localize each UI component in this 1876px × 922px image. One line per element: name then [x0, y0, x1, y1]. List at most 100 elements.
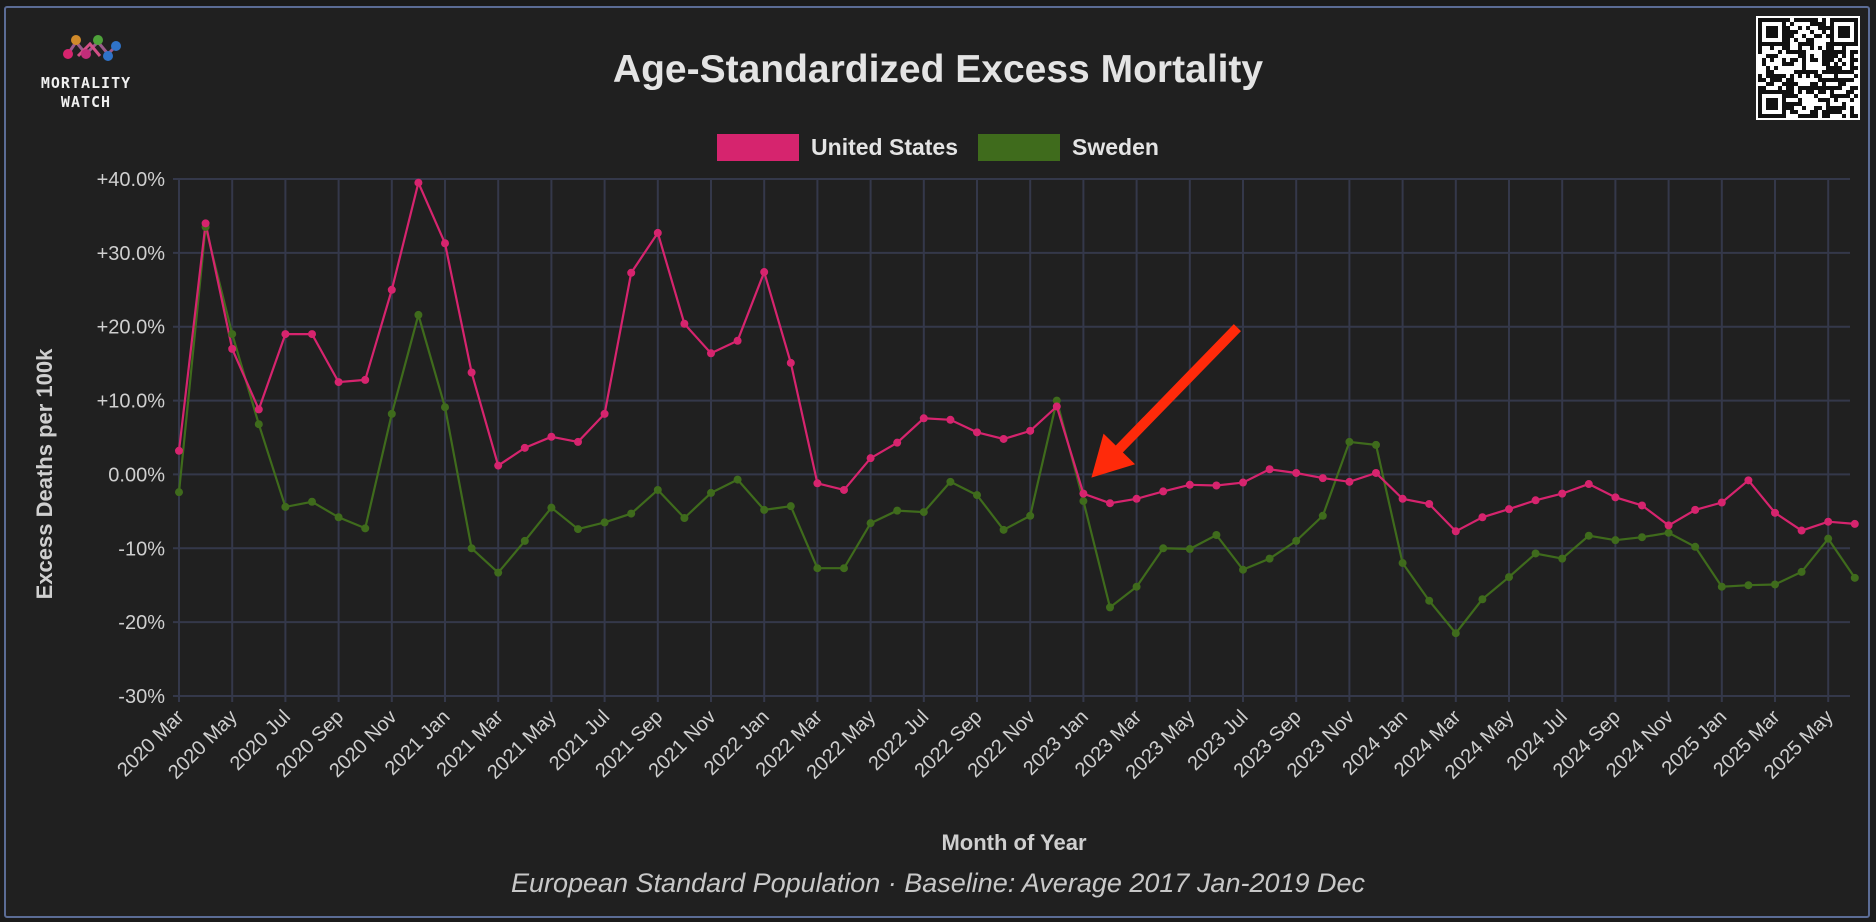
data-point-sweden[interactable]: [733, 475, 742, 484]
data-point-sweden[interactable]: [1797, 567, 1806, 576]
data-point-sweden[interactable]: [1771, 580, 1779, 589]
data-point-sweden[interactable]: [1318, 511, 1327, 520]
data-point-sweden[interactable]: [520, 536, 529, 545]
data-point-united-states[interactable]: [228, 344, 237, 353]
data-point-sweden[interactable]: [999, 525, 1008, 534]
data-point-united-states[interactable]: [999, 434, 1008, 443]
data-point-sweden[interactable]: [494, 568, 503, 577]
data-point-united-states[interactable]: [1638, 501, 1646, 510]
data-point-sweden[interactable]: [1239, 565, 1247, 574]
data-point-united-states[interactable]: [1771, 508, 1779, 517]
data-point-sweden[interactable]: [361, 524, 370, 533]
data-point-united-states[interactable]: [254, 405, 263, 414]
data-point-united-states[interactable]: [600, 409, 609, 418]
data-point-sweden[interactable]: [547, 503, 556, 512]
data-point-sweden[interactable]: [946, 477, 955, 486]
data-point-sweden[interactable]: [627, 509, 636, 518]
data-point-united-states[interactable]: [281, 330, 290, 339]
data-point-united-states[interactable]: [893, 438, 902, 447]
data-point-united-states[interactable]: [494, 461, 503, 470]
data-point-united-states[interactable]: [1318, 474, 1327, 483]
data-point-sweden[interactable]: [840, 564, 848, 573]
data-point-sweden[interactable]: [600, 518, 609, 527]
data-point-united-states[interactable]: [1505, 505, 1513, 514]
data-point-sweden[interactable]: [1691, 542, 1700, 551]
data-point-united-states[interactable]: [733, 336, 742, 345]
data-point-united-states[interactable]: [1664, 521, 1673, 530]
data-point-sweden[interactable]: [1850, 573, 1859, 582]
data-point-united-states[interactable]: [1611, 493, 1620, 502]
data-point-united-states[interactable]: [441, 239, 449, 248]
data-point-united-states[interactable]: [1691, 505, 1700, 514]
data-point-sweden[interactable]: [680, 514, 689, 523]
data-point-sweden[interactable]: [1531, 549, 1540, 558]
data-point-united-states[interactable]: [1824, 517, 1833, 526]
data-point-united-states[interactable]: [201, 219, 210, 228]
data-point-sweden[interactable]: [414, 310, 423, 319]
data-point-sweden[interactable]: [1478, 595, 1487, 604]
data-point-united-states[interactable]: [1558, 489, 1567, 498]
data-point-sweden[interactable]: [1398, 559, 1407, 568]
data-point-united-states[interactable]: [1159, 487, 1168, 496]
data-point-united-states[interactable]: [653, 228, 662, 237]
data-point-united-states[interactable]: [627, 268, 636, 277]
data-point-united-states[interactable]: [1850, 519, 1859, 528]
legend-item-united-states[interactable]: United States: [717, 134, 958, 161]
data-point-sweden[interactable]: [175, 488, 183, 497]
data-point-united-states[interactable]: [1052, 402, 1061, 411]
data-point-united-states[interactable]: [1132, 494, 1141, 503]
data-point-united-states[interactable]: [1292, 468, 1301, 477]
data-point-united-states[interactable]: [1478, 513, 1487, 522]
data-point-united-states[interactable]: [813, 479, 822, 488]
data-point-united-states[interactable]: [1345, 477, 1354, 486]
data-point-united-states[interactable]: [1372, 468, 1380, 477]
data-point-sweden[interactable]: [1185, 545, 1194, 554]
data-point-united-states[interactable]: [1425, 499, 1434, 508]
data-point-united-states[interactable]: [973, 428, 981, 437]
data-point-united-states[interactable]: [840, 485, 848, 494]
data-point-united-states[interactable]: [786, 358, 795, 367]
data-point-united-states[interactable]: [760, 268, 769, 277]
data-point-united-states[interactable]: [1398, 494, 1407, 503]
data-point-united-states[interactable]: [680, 319, 689, 328]
data-point-united-states[interactable]: [1106, 499, 1114, 508]
data-point-united-states[interactable]: [1265, 465, 1274, 474]
data-point-united-states[interactable]: [1026, 426, 1035, 435]
data-point-united-states[interactable]: [520, 443, 529, 452]
qr-code-icon[interactable]: [1756, 16, 1860, 120]
data-point-sweden[interactable]: [1132, 582, 1141, 591]
data-point-sweden[interactable]: [866, 519, 875, 528]
data-point-sweden[interactable]: [1079, 497, 1088, 506]
legend-item-sweden[interactable]: Sweden: [978, 134, 1159, 161]
data-point-sweden[interactable]: [786, 502, 795, 511]
data-point-sweden[interactable]: [973, 491, 981, 500]
data-point-sweden[interactable]: [1664, 528, 1673, 537]
data-point-sweden[interactable]: [1372, 440, 1380, 449]
data-point-sweden[interactable]: [574, 525, 582, 534]
data-point-sweden[interactable]: [1265, 554, 1274, 563]
data-point-sweden[interactable]: [254, 420, 263, 429]
data-point-sweden[interactable]: [893, 506, 902, 515]
data-point-united-states[interactable]: [1185, 480, 1194, 489]
data-point-united-states[interactable]: [866, 454, 875, 463]
data-point-sweden[interactable]: [760, 505, 769, 514]
data-point-sweden[interactable]: [1212, 530, 1221, 539]
data-point-sweden[interactable]: [1584, 531, 1593, 540]
data-point-united-states[interactable]: [387, 285, 396, 294]
data-point-united-states[interactable]: [361, 375, 370, 384]
data-point-united-states[interactable]: [946, 415, 955, 424]
data-point-sweden[interactable]: [1425, 596, 1434, 605]
data-point-united-states[interactable]: [1797, 526, 1806, 535]
data-point-sweden[interactable]: [1451, 629, 1460, 638]
data-point-sweden[interactable]: [387, 409, 396, 418]
data-point-united-states[interactable]: [707, 349, 715, 358]
data-point-sweden[interactable]: [308, 497, 316, 506]
data-point-united-states[interactable]: [1584, 480, 1593, 489]
data-point-sweden[interactable]: [1052, 396, 1061, 405]
data-point-united-states[interactable]: [1212, 481, 1221, 490]
data-point-sweden[interactable]: [1824, 534, 1833, 543]
data-point-united-states[interactable]: [1744, 476, 1753, 485]
data-point-united-states[interactable]: [1239, 478, 1247, 487]
data-point-sweden[interactable]: [1558, 554, 1567, 563]
data-point-united-states[interactable]: [1531, 496, 1540, 505]
